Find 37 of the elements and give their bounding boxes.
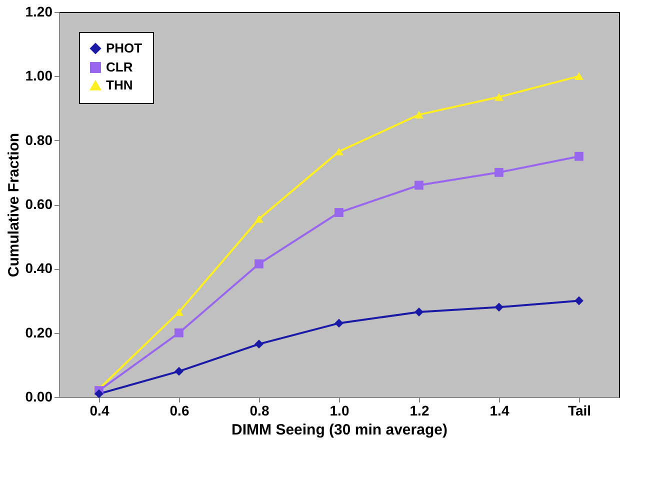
y-tick-label: 0.80 <box>25 132 53 148</box>
legend-label: THN <box>106 78 133 92</box>
y-tick-label: 1.20 <box>25 4 53 20</box>
point <box>414 180 424 190</box>
point <box>94 389 104 398</box>
point <box>414 110 424 119</box>
point <box>254 340 264 349</box>
point <box>334 318 344 328</box>
x-tick-label: 1.0 <box>330 402 350 418</box>
x-tick-label: 1.4 <box>490 402 510 418</box>
point <box>494 302 504 312</box>
point <box>574 296 584 306</box>
point <box>494 93 504 101</box>
y-tick-label: 0.60 <box>25 196 53 212</box>
x-tick-label: 0.4 <box>90 402 110 418</box>
point <box>334 208 344 217</box>
x-tick-label: 0.6 <box>170 402 190 418</box>
point <box>174 328 184 338</box>
y-tick-label: 0.40 <box>25 260 53 276</box>
point <box>254 259 264 268</box>
point <box>174 366 184 376</box>
point <box>494 168 504 177</box>
y-axis-title: Cumulative Fraction <box>5 132 22 278</box>
legend-label: PHOT <box>106 40 142 56</box>
x-axis-title: DIMM Seeing (30 min average) <box>232 422 448 438</box>
y-tick-label: 1.00 <box>25 68 53 84</box>
x-tick-label: Tail <box>568 402 592 418</box>
point <box>574 72 584 80</box>
x-tick-label: 0.8 <box>250 402 270 418</box>
y-tick-label: 0.00 <box>25 388 53 404</box>
point <box>254 215 264 223</box>
y-tick-label: 0.20 <box>25 324 53 340</box>
point <box>174 308 184 316</box>
point <box>414 308 424 316</box>
x-tick-label: 1.2 <box>410 402 430 418</box>
legend-label: CLR <box>106 60 134 74</box>
point <box>574 152 584 161</box>
